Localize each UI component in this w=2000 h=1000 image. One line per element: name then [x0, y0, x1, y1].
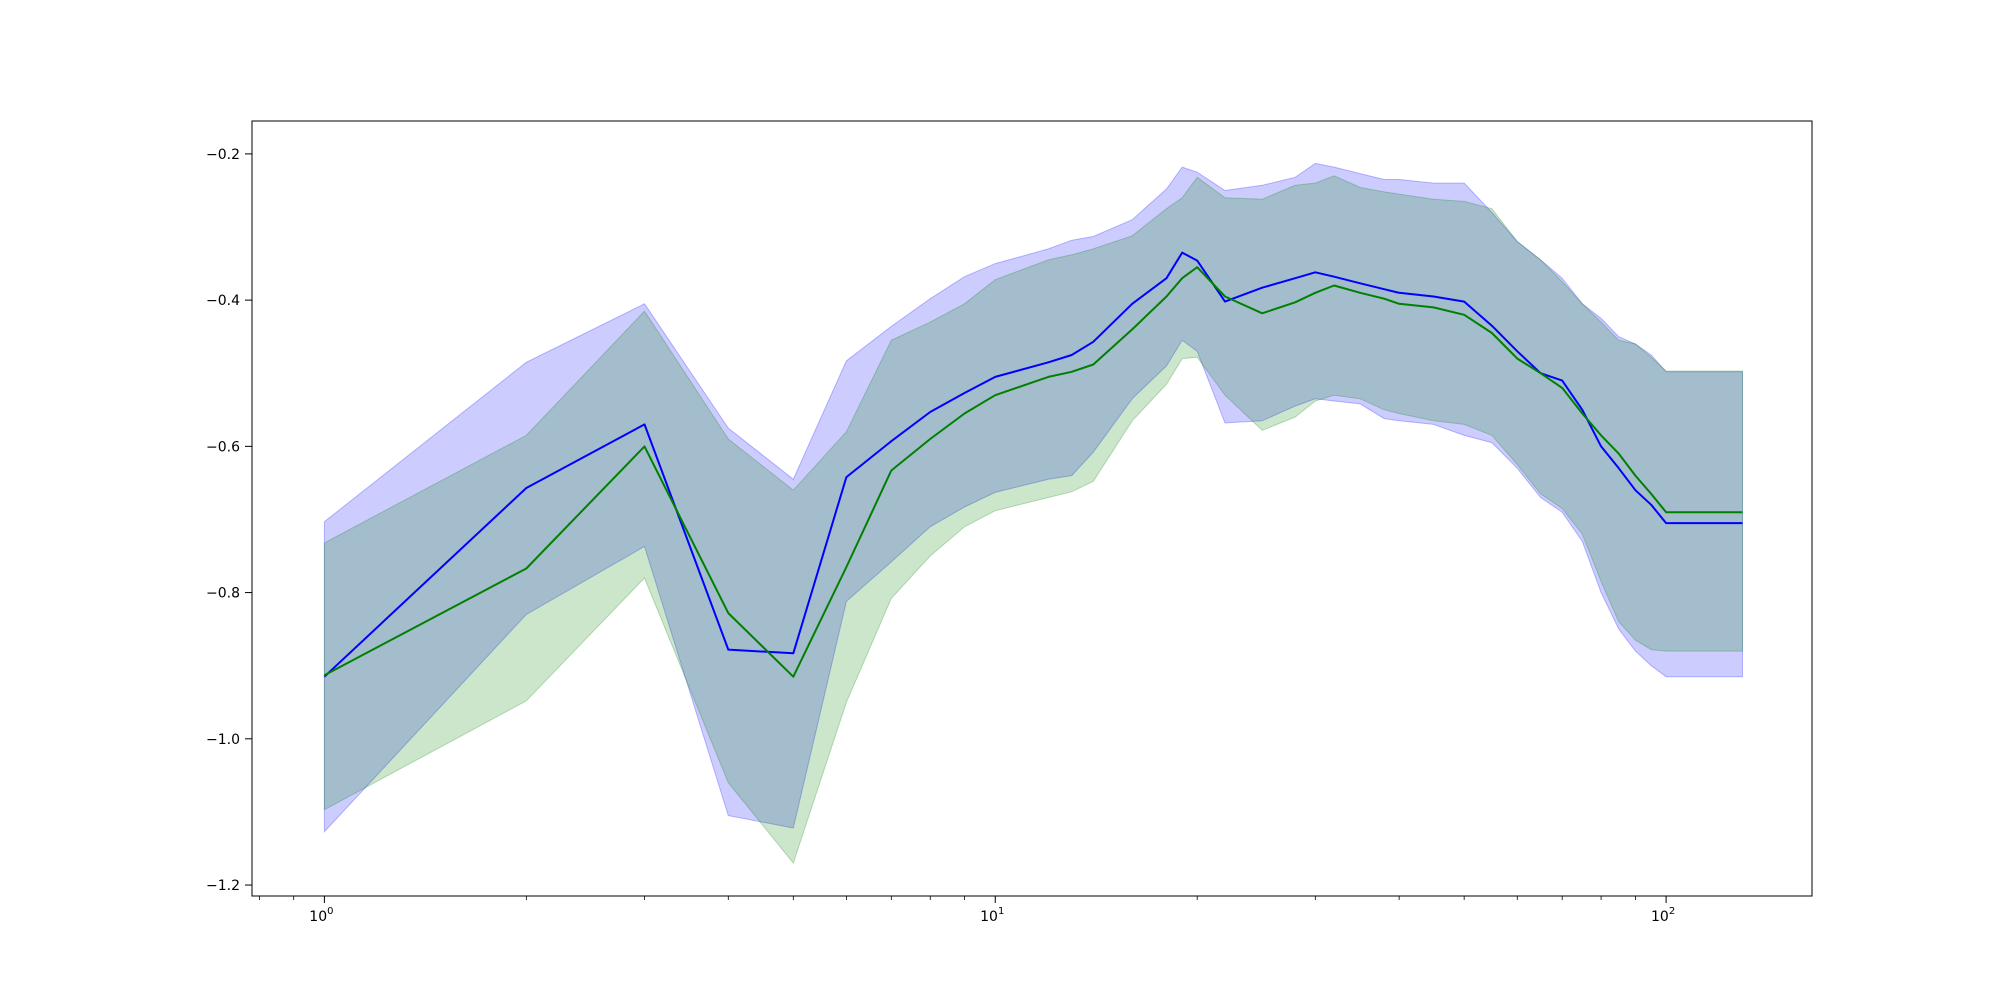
series-1-line — [323, 251, 1743, 678]
y-tick-label: −0.4 — [206, 293, 240, 309]
plot-area — [252, 121, 1812, 896]
x-tick-label: 102 — [1651, 906, 1675, 925]
x-tick-label: 100 — [309, 906, 333, 925]
y-tick-label: −0.6 — [206, 439, 240, 455]
y-axis-ticks: −0.2 −0.4 −0.6 −0.8 −1.0 −1.2 — [206, 147, 252, 894]
series-2-line — [323, 266, 1743, 678]
y-tick-label: −1.2 — [206, 878, 240, 894]
series-1-band — [323, 162, 1743, 833]
axes-frame — [251, 120, 1813, 897]
series-2-band — [323, 175, 1743, 865]
x-axis-ticks: 100 101 102 — [309, 896, 1675, 925]
y-tick-label: −0.2 — [206, 147, 240, 163]
x-tick-label: 101 — [980, 906, 1004, 925]
confidence-bands — [323, 162, 1743, 865]
y-tick-label: −1.0 — [206, 732, 240, 748]
series-lines — [323, 251, 1743, 678]
y-tick-label: −0.8 — [206, 586, 240, 602]
x-axis-minor-ticks — [258, 896, 1636, 900]
